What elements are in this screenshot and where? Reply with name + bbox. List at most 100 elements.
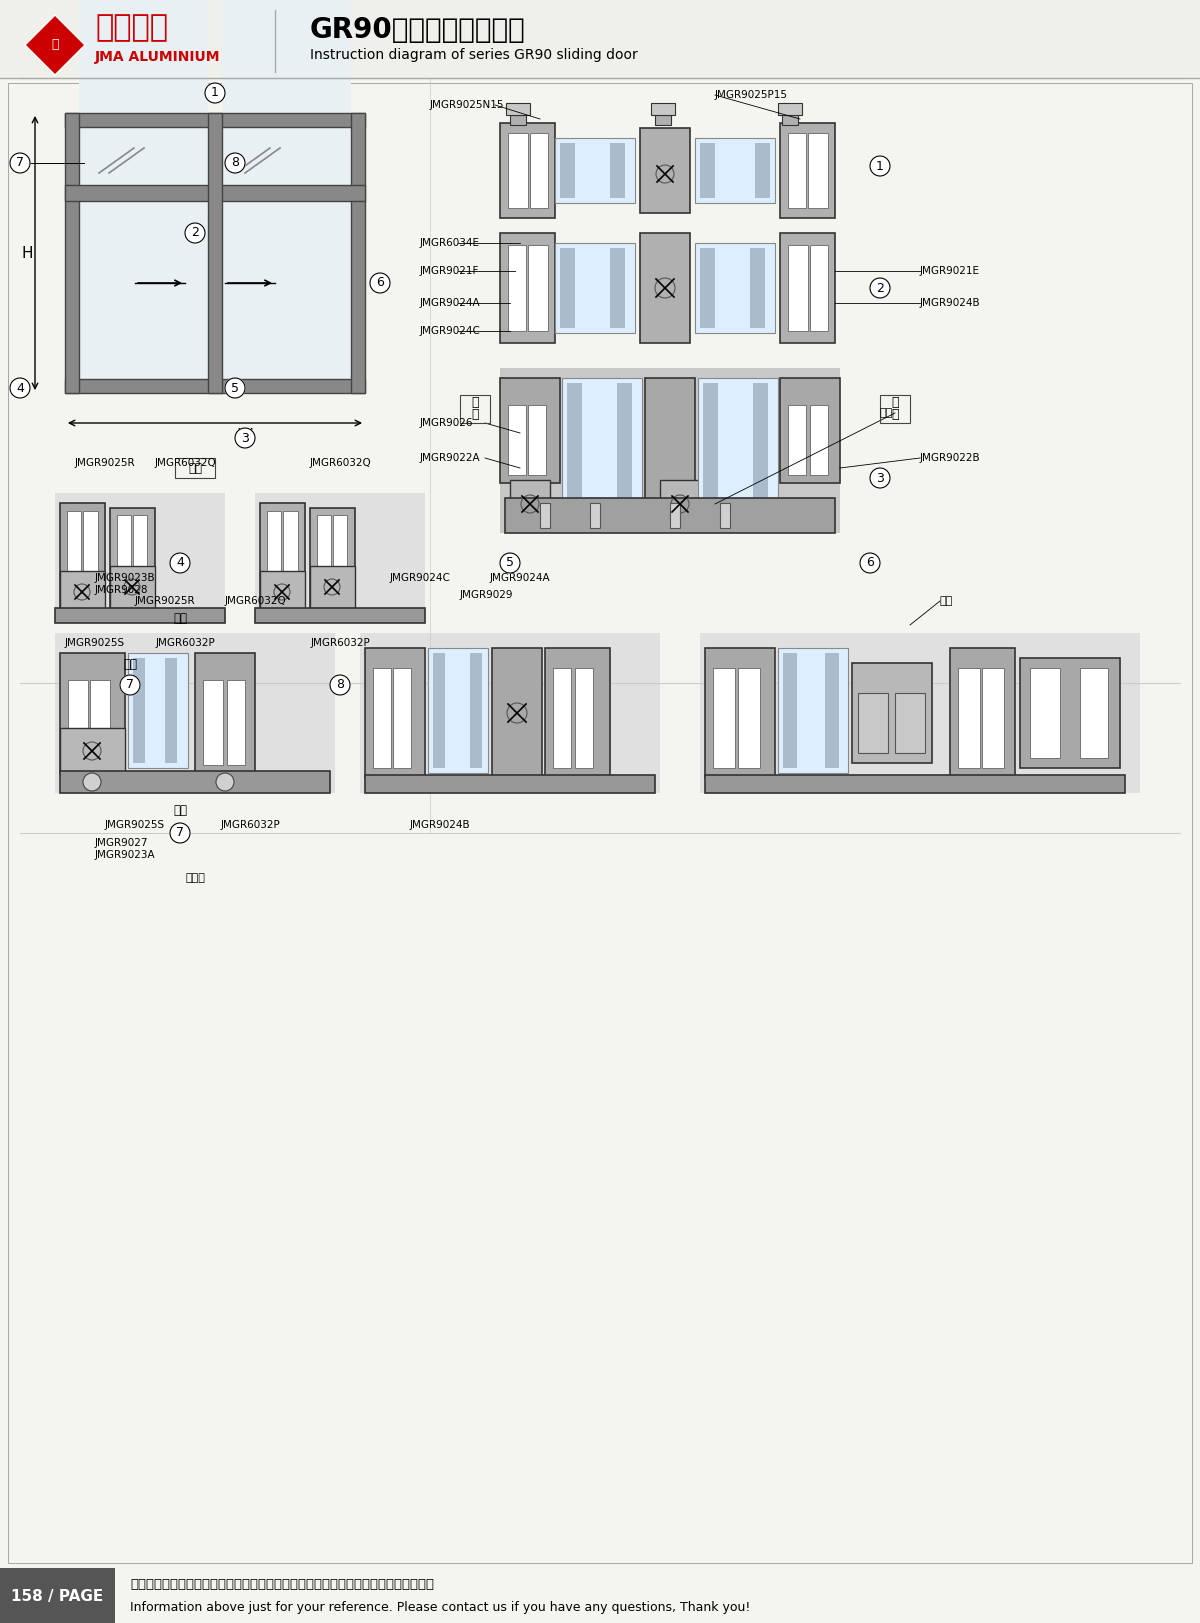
Bar [617, 383, 632, 498]
Bar [880, 394, 910, 424]
Circle shape [870, 156, 890, 175]
Bar [706, 776, 1126, 794]
Text: 158 / PAGE: 158 / PAGE [11, 1589, 103, 1604]
Bar [65, 114, 365, 127]
Bar [500, 368, 840, 532]
Bar [553, 669, 571, 768]
Text: 6: 6 [376, 276, 384, 289]
Text: JMGR9024C: JMGR9024C [390, 573, 451, 583]
Text: 5: 5 [506, 557, 514, 570]
Bar [60, 571, 106, 613]
Bar [554, 138, 635, 203]
Bar [958, 669, 980, 768]
Bar [194, 652, 256, 773]
Text: 5: 5 [230, 381, 239, 394]
Bar [788, 133, 806, 208]
Bar [895, 693, 925, 753]
Bar [266, 511, 281, 605]
Text: JMGR6032Q: JMGR6032Q [310, 458, 371, 467]
Text: JMA ALUMINIUM: JMA ALUMINIUM [95, 50, 221, 63]
Bar [352, 114, 365, 393]
Circle shape [870, 278, 890, 299]
Text: 室内: 室内 [173, 612, 187, 625]
Circle shape [860, 553, 880, 573]
Bar [640, 128, 690, 213]
Bar [698, 378, 778, 503]
Text: JMGR9024A: JMGR9024A [420, 299, 481, 308]
Bar [695, 138, 775, 203]
Bar [222, 201, 352, 380]
Text: 室: 室 [892, 396, 899, 409]
Bar [310, 508, 355, 609]
Bar [703, 383, 718, 498]
Text: 图中所示型材截面、装配、编号、尺寸及重量仅供参考。如有疑问，请向本公司查询。: 图中所示型材截面、装配、编号、尺寸及重量仅供参考。如有疑问，请向本公司查询。 [130, 1579, 434, 1592]
Text: GR90系列推拉门结构图: GR90系列推拉门结构图 [310, 16, 526, 44]
Bar [562, 378, 642, 503]
Bar [646, 378, 695, 503]
Bar [428, 648, 488, 773]
Bar [700, 248, 715, 328]
Bar [60, 729, 125, 773]
Bar [203, 680, 223, 764]
Text: JMGR9025R: JMGR9025R [74, 458, 136, 467]
Bar [433, 652, 445, 768]
Text: JMGR9025S: JMGR9025S [65, 638, 125, 648]
Circle shape [226, 378, 245, 398]
Bar [590, 503, 600, 527]
Text: 4: 4 [176, 557, 184, 570]
Text: JMGR6034E: JMGR6034E [420, 239, 480, 248]
Bar [360, 633, 660, 794]
Bar [778, 648, 848, 773]
Bar [810, 245, 828, 331]
Circle shape [216, 773, 234, 790]
Circle shape [185, 222, 205, 243]
Bar [260, 571, 305, 613]
Bar [950, 648, 1015, 777]
Bar [500, 123, 554, 217]
Bar [65, 114, 79, 393]
Bar [852, 664, 932, 763]
Bar [720, 503, 730, 527]
Bar [508, 133, 528, 208]
Bar [55, 633, 335, 794]
Bar [788, 245, 808, 331]
Bar [373, 669, 391, 768]
Text: JMGR6032P: JMGR6032P [310, 638, 370, 648]
Bar [810, 406, 828, 476]
Bar [738, 669, 760, 768]
Text: JMGR9024B: JMGR9024B [920, 299, 980, 308]
Text: JMGR9024C: JMGR9024C [420, 326, 481, 336]
Text: JMGR9028: JMGR9028 [95, 584, 149, 596]
Bar [260, 503, 305, 613]
Bar [505, 498, 835, 532]
Bar [755, 143, 770, 198]
Bar [784, 652, 797, 768]
Bar [67, 511, 82, 605]
Bar [110, 566, 155, 609]
Bar [530, 133, 548, 208]
Bar [510, 115, 526, 125]
Bar [110, 508, 155, 609]
Bar [640, 234, 690, 342]
Bar [560, 143, 575, 198]
Bar [1080, 669, 1108, 758]
Bar [208, 114, 222, 393]
Bar [695, 243, 775, 333]
Text: 3: 3 [876, 472, 884, 485]
Bar [778, 102, 802, 115]
Bar [508, 406, 526, 476]
Bar [133, 657, 145, 763]
Bar [508, 245, 526, 331]
Bar [780, 123, 835, 217]
Bar [660, 480, 700, 527]
Bar [317, 514, 331, 601]
Text: 7: 7 [126, 678, 134, 691]
Bar [1020, 657, 1120, 768]
Bar [610, 143, 625, 198]
Text: 7: 7 [176, 826, 184, 839]
Bar [394, 669, 410, 768]
Bar [128, 652, 188, 768]
Bar [90, 680, 110, 764]
Text: 塑料件: 塑料件 [185, 873, 205, 883]
Bar [754, 383, 768, 498]
